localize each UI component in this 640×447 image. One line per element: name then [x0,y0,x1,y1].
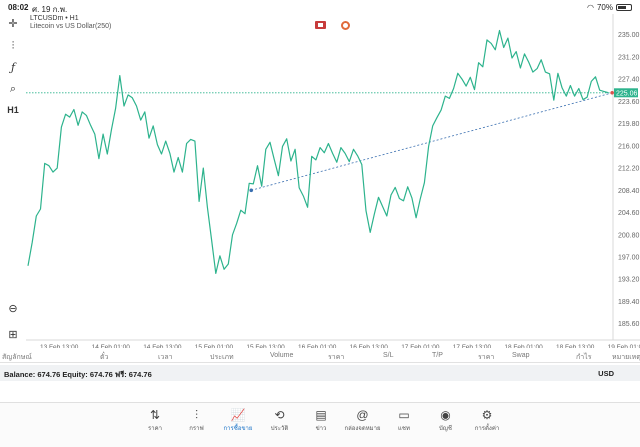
wifi-icon: ◠ [587,3,594,12]
timeframe-icon[interactable]: H1 [7,105,19,115]
y-tick-label: 216.00 [618,143,640,150]
y-tick-label: 200.80 [618,232,640,239]
y-tick-label: 227.40 [618,77,640,84]
y-tick-label: 223.60 [618,99,640,106]
crosshair-icon[interactable]: ✛ [8,18,18,30]
y-tick-label: 189.40 [618,299,640,306]
y-tick-label: 197.00 [618,255,640,262]
flag-icon [315,21,326,29]
table-column-header[interactable]: Swap [512,352,530,359]
x-tick-label: 17 Feb 13:00 [453,344,492,348]
tab-chat[interactable]: ▭ แชท [384,407,424,433]
y-tick-label: 235.00 [618,32,640,39]
x-tick-label: 15 Feb 13:00 [246,344,285,348]
tab-settings[interactable]: ⚙ การตั้งค่า [467,407,507,433]
status-date: ศ. 19 ก.พ. [32,5,68,14]
balance-row: Balance: 674.76 Equity: 674.76 ฟรี: 674.… [0,365,640,381]
x-tick-label: 18 Feb 13:00 [556,344,595,348]
table-column-header[interactable]: ราคา [328,354,345,361]
price-chart[interactable]: LTCUSDm • H1 Litecoin vs US Dollar(250) … [26,14,640,351]
tab-history[interactable]: ⟲ ประวัติ [260,407,300,433]
y-tick-label: 212.20 [618,166,640,173]
settings-icon: ⚙ [481,408,493,422]
battery-icon [616,4,632,11]
trade-icon: 📈 [230,408,246,422]
chart-svg: 235.00 231.20 227.40 223.60 219.80 216.00 212.… [26,14,640,351]
x-tick-label: 19 Feb 01:00 [608,344,640,348]
current-price-label: 225.06 [616,90,638,97]
x-tick-label: 16 Feb 01:00 [298,344,337,348]
new-order-icon[interactable]: ⊞ [8,329,18,341]
table-column-header[interactable]: สัญลักษณ์ [2,354,32,361]
tab-chart[interactable]: ⫶ กราฟ [177,407,217,433]
tab-label: ราคา [148,426,162,432]
tab-account[interactable]: ◉ บัญชี [426,407,466,433]
tab-label: แชท [398,426,410,432]
table-column-header[interactable]: เวลา [158,354,173,361]
y-tick-label: 231.20 [618,54,640,61]
status-time: 08:02 [8,3,29,12]
price-series-line [27,29,609,274]
x-tick-label: 15 Feb 01:00 [195,344,234,348]
current-price-tag [614,88,638,98]
x-tick-label: 14 Feb 13:00 [143,344,182,348]
objects-icon[interactable]: ⌕ [9,83,17,95]
table-column-header[interactable]: T/P [432,352,443,359]
tab-label: ข่าว [315,426,327,432]
balance-currency: USD [598,369,614,378]
symbol-ticker: LTCUSDm • H1 [30,15,79,22]
tab-quotes[interactable]: ⇅ ราคา [135,407,175,433]
trend-line [251,92,613,191]
tab-label: กล่องจดหมาย [344,426,381,432]
x-tick-label: 13 Feb 13:00 [40,344,79,348]
x-tick-label: 17 Feb 01:00 [401,344,440,348]
bottom-tab-bar: ⇅ ราคา ⫶ กราฟ 📈 การซื้อขาย ⟲ ประวัติ ▤ ข่าว @ กล่อง… [0,402,640,447]
tab-label: ประวัติ [270,426,289,432]
tab-trade[interactable]: 📈 การซื้อขาย [218,407,258,433]
table-column-header[interactable]: ประเภท [210,354,234,361]
y-tick-label: 185.60 [618,321,640,328]
candlestick-type-icon[interactable]: ⫶ [11,40,15,52]
chat-icon: ▭ [398,408,410,422]
table-column-header[interactable]: หมายเหตุ [612,354,640,361]
mailbox-icon: @ [356,408,369,422]
status-right: ◠ 70% [587,3,632,12]
x-tick-label: 18 Feb 01:00 [504,344,543,348]
news-icon: ▤ [315,408,327,422]
battery-fill [618,6,627,9]
chart-icon: ⫶ [194,408,198,422]
tab-label: การซื้อขาย [223,426,253,432]
table-column-header[interactable]: S/L [383,352,394,359]
x-tick-label: 14 Feb 01:00 [92,344,131,348]
y-tick-label: 208.40 [618,188,640,195]
chart-toolbar: ✛ ⫶ ƒ ⌕ H1 ⊖ ⊞ [0,14,26,344]
trade-table-header: สัญลักษณ์ ตั๋ว เวลา ประเภท Volume ราคา S/L T/P ร… [0,349,640,363]
tab-label: บัญชี [439,426,452,432]
status-bar: 08:02 ศ. 19 ก.พ. ◠ 70% [0,0,640,14]
y-tick-label: 219.80 [618,121,640,128]
litecoin-icon [341,21,350,30]
quotes-icon: ⇅ [149,408,161,422]
tab-mailbox[interactable]: @ กล่องจดหมาย [343,407,383,433]
table-column-header[interactable]: ราคา [478,354,495,361]
y-tick-label: 193.20 [618,277,640,284]
indicators-icon[interactable]: ƒ [10,61,16,74]
table-column-header[interactable]: กำไร [576,354,592,361]
table-column-header[interactable]: ตั๋ว [100,354,109,361]
table-column-header[interactable]: Volume [270,352,294,359]
tab-label: กราฟ [189,426,204,432]
history-icon: ⟲ [274,408,285,422]
battery-percent: 70% [596,3,613,12]
tab-news[interactable]: ▤ ข่าว [301,407,341,433]
tab-label: การตั้งค่า [474,426,500,432]
trend-end-point [610,90,614,95]
x-tick-label: 16 Feb 13:00 [350,344,389,348]
balance-summary: Balance: 674.76 Equity: 674.76 ฟรี: 674.… [4,370,152,379]
y-tick-label: 204.60 [618,210,640,217]
symbol-description: Litecoin vs US Dollar(250) [30,23,112,30]
zoom-icon[interactable]: ⊖ [8,303,18,315]
account-icon: ◉ [440,408,451,422]
trend-start-point [249,188,254,193]
